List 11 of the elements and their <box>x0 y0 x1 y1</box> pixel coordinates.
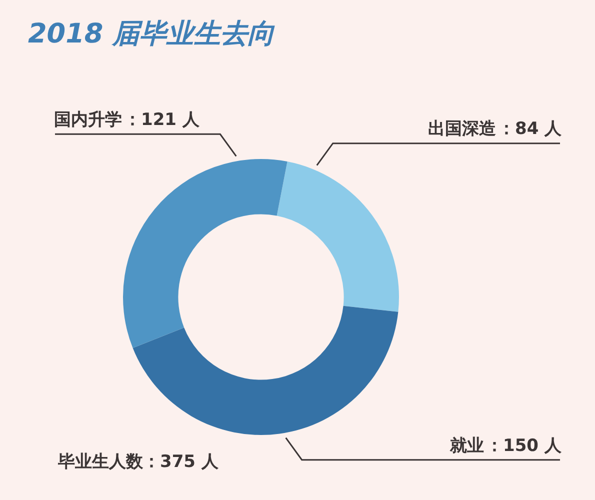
data-label: ：84 人 <box>498 119 563 139</box>
donut-slice <box>123 159 288 348</box>
donut-slice <box>132 306 398 435</box>
text: 毕业生人数：375 人 <box>57 452 220 472</box>
chart-title: 2018 届毕业生去向 <box>28 18 276 50</box>
donut-slice <box>276 162 399 312</box>
slice-label: 出国深造 <box>428 119 496 139</box>
slice-label: 就业 <box>449 436 484 456</box>
slice-label: 国内升学 <box>54 110 122 130</box>
data-label: ：150 人 <box>486 436 562 456</box>
data-label: ：121 人 <box>124 110 200 130</box>
